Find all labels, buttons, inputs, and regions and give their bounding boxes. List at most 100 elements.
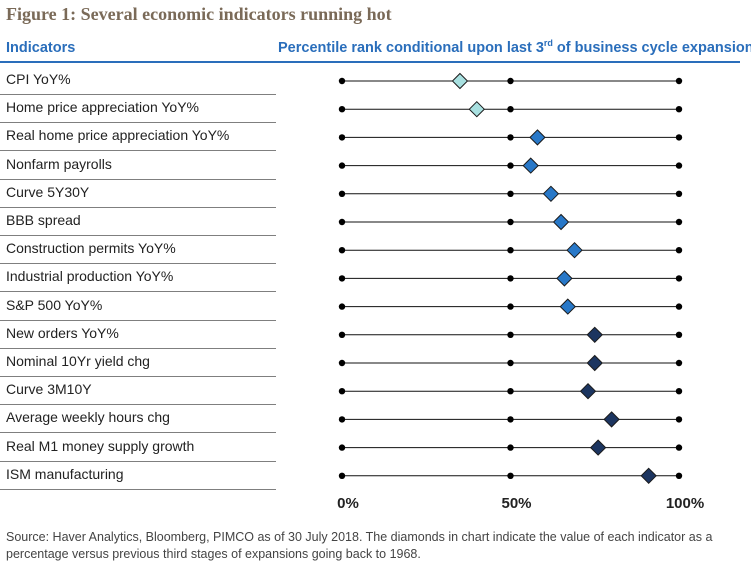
tick-dot <box>675 359 683 367</box>
tick-dot <box>338 359 346 367</box>
tick-dot <box>675 134 683 141</box>
diamond-marker-industrial-production-yoy <box>556 270 573 287</box>
row-separator <box>0 94 276 95</box>
diamond-marker-curve-3m10y <box>579 382 597 400</box>
tick-dot <box>507 331 514 338</box>
tick-dot <box>675 416 683 423</box>
indicators-header: Indicators <box>6 40 76 56</box>
tick-dot <box>338 77 346 85</box>
tick-dot <box>675 275 683 282</box>
indicator-label-real-m1-money-supply-growth: Real M1 money supply growth <box>6 437 195 454</box>
diamond-marker-curve-5y30y <box>542 185 560 203</box>
tick-dot <box>675 303 683 310</box>
indicator-label-home-price-appreciation-yoy: Home price appreciation YoY% <box>6 99 200 116</box>
header-rule <box>0 61 740 63</box>
row-separator <box>0 235 276 236</box>
tick-dot <box>507 218 514 226</box>
tick-dot <box>338 134 346 141</box>
tick-dot <box>338 472 346 479</box>
diamond-marker-cpi-yoy <box>451 72 469 90</box>
tick-dot <box>507 359 514 367</box>
tick-dot <box>507 275 514 282</box>
diamond-marker-construction-permits-yoy <box>566 241 583 259</box>
row-separator <box>0 291 276 293</box>
indicator-label-curve-5y30y: Curve 5Y30Y <box>6 183 90 200</box>
tick-dot <box>675 77 683 85</box>
row-separator <box>0 432 276 434</box>
tick-dot <box>507 247 514 254</box>
tick-dot <box>507 190 514 197</box>
row-separator <box>0 460 276 462</box>
tick-dot <box>507 388 514 395</box>
row-separator <box>0 206 276 208</box>
row-separator <box>0 347 276 349</box>
percentile-header-text: Percentile rank conditional upon last 3 <box>278 40 544 56</box>
diamond-marker-bbb-spread <box>552 213 570 231</box>
tick-dot <box>675 218 683 226</box>
diamond-marker-nominal-10yr-yield-chg <box>586 354 603 372</box>
indicator-label-nonfarm-payrolls: Nonfarm payrolls <box>6 155 112 172</box>
tick-dot <box>675 331 683 338</box>
indicator-label-nominal-10yr-yield-chg: Nominal 10Yr yield chg <box>6 353 150 369</box>
diamond-marker-real-home-price-appreciation-yoy <box>529 129 546 146</box>
row-separator <box>0 376 276 377</box>
tick-dot <box>675 388 683 395</box>
diamond-marker-average-weekly-hours-chg <box>603 411 620 428</box>
percentile-header: Percentile rank conditional upon last 3r… <box>278 38 751 56</box>
indicator-label-s-p-500-yoy: S&P 500 YoY% <box>6 296 103 313</box>
indicator-label-ism-manufacturing: ISM manufacturing <box>6 465 124 482</box>
tick-dot <box>338 444 346 451</box>
tick-dot <box>675 472 683 479</box>
row-separator <box>0 263 276 265</box>
indicator-label-cpi-yoy: CPI YoY% <box>6 71 71 87</box>
tick-dot <box>338 218 346 226</box>
row-separator <box>0 404 276 406</box>
tick-dot <box>338 416 346 423</box>
indicator-label-bbb-spread: BBB spread <box>6 212 81 228</box>
tick-dot <box>675 162 683 169</box>
tick-dot <box>338 247 346 254</box>
diamond-marker-home-price-appreciation-yoy <box>468 100 486 118</box>
tick-dot <box>675 247 683 254</box>
tick-dot <box>675 444 683 451</box>
tick-dot <box>507 303 514 310</box>
x-tick-label: 0% <box>337 495 359 512</box>
tick-dot <box>507 134 514 141</box>
tick-dot <box>675 106 683 113</box>
tick-dot <box>338 106 346 113</box>
percentile-header-superscript: rd <box>543 38 553 49</box>
indicator-label-average-weekly-hours-chg: Average weekly hours chg <box>6 409 170 426</box>
tick-dot <box>338 331 346 338</box>
tick-dot <box>507 77 514 85</box>
tick-dot <box>338 388 346 395</box>
tick-dot <box>338 162 346 169</box>
diamond-marker-real-m1-money-supply-growth <box>589 439 607 456</box>
tick-dot <box>338 275 346 282</box>
indicator-label-real-home-price-appreciation-yoy: Real home price appreciation YoY% <box>6 127 230 144</box>
tick-dot <box>507 416 514 423</box>
tick-dot <box>507 444 514 451</box>
indicator-label-new-orders-yoy: New orders YoY% <box>6 324 119 341</box>
figure-title: Figure 1: Several economic indicators ru… <box>6 4 392 24</box>
tick-dot <box>338 303 346 310</box>
tick-dot <box>675 190 683 197</box>
x-tick-label: 50% <box>501 495 531 512</box>
tick-dot <box>507 162 514 169</box>
tick-dot <box>507 106 514 113</box>
row-separator <box>0 488 276 490</box>
row-separator <box>0 150 276 152</box>
diamond-marker-s-p-500-yoy <box>559 298 576 315</box>
indicator-label-construction-permits-yoy: Construction permits YoY% <box>6 240 176 257</box>
row-separator <box>0 178 276 180</box>
row-separator <box>0 122 276 124</box>
diamond-marker-ism-manufacturing <box>640 467 657 485</box>
diamond-marker-nonfarm-payrolls <box>522 157 539 174</box>
percentile-header-text-end: of business cycle expansion <box>552 40 751 56</box>
x-tick-label: 100% <box>666 495 704 512</box>
indicator-label-curve-3m10y: Curve 3M10Y <box>6 381 92 398</box>
row-separator <box>0 319 276 321</box>
tick-dot <box>507 472 514 479</box>
source-note: Source: Haver Analytics, Bloomberg, PIMC… <box>6 530 713 561</box>
diamond-marker-new-orders-yoy <box>586 326 603 344</box>
